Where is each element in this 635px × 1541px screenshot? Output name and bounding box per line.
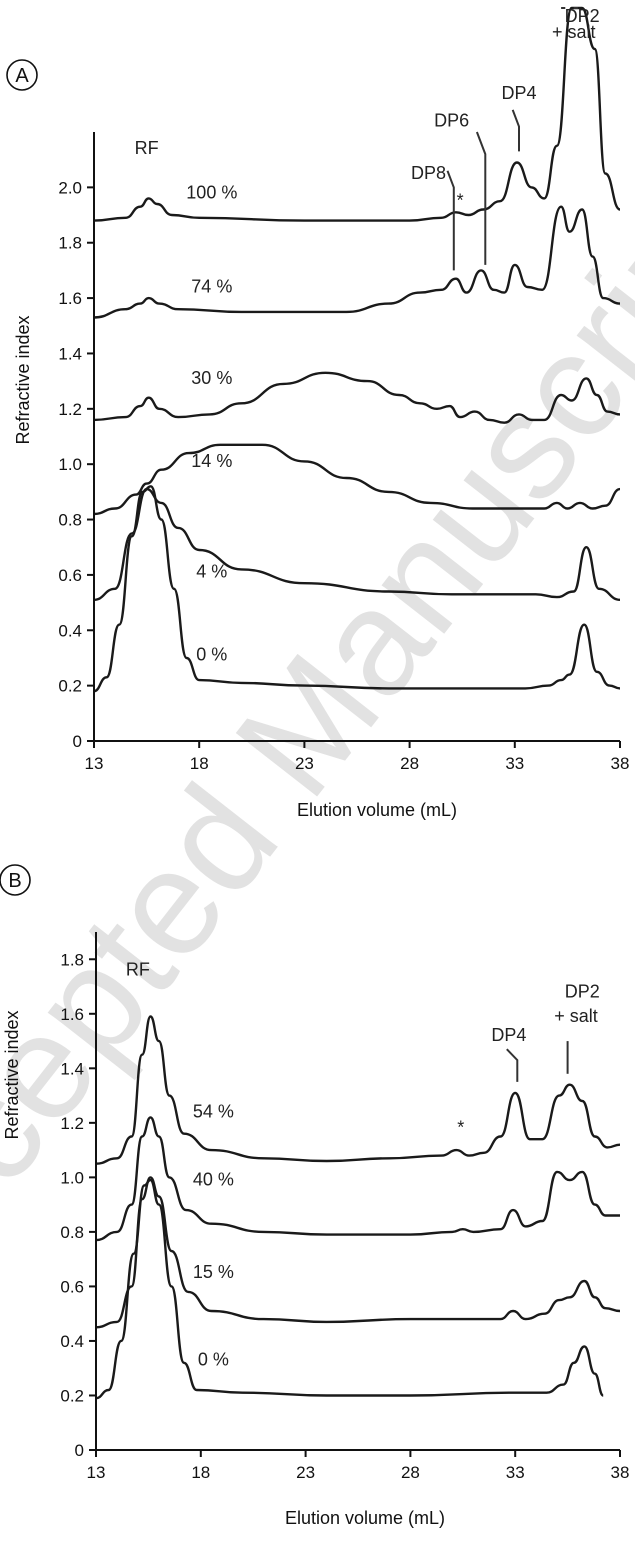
panel-b-y-tick-label: 1.6 bbox=[60, 1005, 84, 1024]
panel-a-annotation: DP2 bbox=[565, 6, 600, 26]
panel-b-y-tick-label: 1.0 bbox=[60, 1168, 84, 1187]
panel-a-x-tick-label: 23 bbox=[295, 754, 314, 773]
panel-b-y-axis-title: Refractive index bbox=[2, 1010, 22, 1139]
panel-a-letter-circle bbox=[6, 59, 38, 91]
panel-b-y-tick-label: 0.8 bbox=[60, 1223, 84, 1242]
panel-b-y-tick-label: 1.4 bbox=[60, 1059, 84, 1078]
panel-a-y-tick-label: 0.4 bbox=[58, 621, 82, 640]
panel-a-y-tick-label: 1.6 bbox=[58, 289, 82, 308]
panel-b-letter: B bbox=[8, 870, 21, 892]
panel-b-trace bbox=[95, 1116, 620, 1242]
panel-b-annotation: RF bbox=[126, 960, 150, 980]
panel-a-y-tick-label: 0 bbox=[73, 732, 82, 751]
panel-a-x-tick-label: 18 bbox=[190, 754, 209, 773]
panel-a-trace bbox=[93, 371, 621, 424]
panel-b-callout-line bbox=[506, 1048, 519, 1082]
panel-a-trace bbox=[93, 485, 621, 693]
panel-a-annotation: + salt bbox=[552, 22, 596, 42]
panel-a-x-axis-title: Elution volume (mL) bbox=[297, 800, 457, 820]
panel-a-y-tick-label: 2.0 bbox=[58, 178, 82, 197]
panel-a-annotation: DP8 bbox=[411, 163, 446, 183]
panel-a-letter: A bbox=[15, 65, 29, 87]
panel-a-x-tick-label: 13 bbox=[85, 754, 104, 773]
panel-a-y-tick-label: 1.8 bbox=[58, 234, 82, 253]
panel-a-y-axis-title: Refractive index bbox=[13, 315, 33, 444]
panel-a-x-tick-label: 28 bbox=[400, 754, 419, 773]
panel-a-series-label: 74 % bbox=[191, 277, 232, 297]
panel-b-x-tick-label: 38 bbox=[611, 1463, 630, 1482]
panel-a-y-tick-label: 0.6 bbox=[58, 566, 82, 585]
panel-b-trace bbox=[95, 1015, 621, 1165]
panel-b-x-tick-label: 13 bbox=[87, 1463, 106, 1482]
panel-a-callout-line bbox=[475, 131, 487, 265]
panel-a-y-tick-label: 1.4 bbox=[58, 344, 82, 363]
panel-a-annotation: DP4 bbox=[502, 83, 537, 103]
panel-a-series-label: 30 % bbox=[191, 368, 232, 388]
panel-b-y-tick-label: 0 bbox=[75, 1441, 84, 1460]
panel-b-series-label: 0 % bbox=[198, 1349, 229, 1369]
panel-a-series-label: 14 % bbox=[191, 451, 232, 471]
panel-a-trace bbox=[93, 6, 621, 222]
panel-a-trace bbox=[93, 443, 621, 516]
panel-a-y-tick-label: 1.2 bbox=[58, 400, 82, 419]
panel-b-letter-circle bbox=[0, 864, 31, 896]
panel-b-x-tick-label: 33 bbox=[506, 1463, 525, 1482]
panel-a-x-tick-label: 38 bbox=[611, 754, 630, 773]
panel-b-y-tick-label: 0.2 bbox=[60, 1386, 84, 1405]
panel-b-y-tick-label: 0.4 bbox=[60, 1332, 84, 1351]
panel-a-series-label: 0 % bbox=[196, 645, 227, 665]
panel-a-series-label: 4 % bbox=[196, 562, 227, 582]
panel-b-annotation: * bbox=[457, 1118, 464, 1138]
panel-a-y-tick-label: 0.8 bbox=[58, 511, 82, 530]
panel-b-trace bbox=[95, 1178, 604, 1400]
panel-a-y-tick-label: 1.0 bbox=[58, 455, 82, 474]
panel-b: B 54 % 40 % 15 % 0 % RF * DP4 DP2 + salt 0 0.2 0.… bbox=[0, 864, 630, 1528]
panel-b-x-tick-label: 28 bbox=[401, 1463, 420, 1482]
panel-a-callout-line bbox=[511, 109, 520, 152]
panel-b-x-tick-label: 23 bbox=[296, 1463, 315, 1482]
panel-b-annotation: DP2 bbox=[565, 981, 600, 1001]
panel-a-annotation: * bbox=[457, 191, 464, 211]
panel-b-series-label: 40 % bbox=[193, 1170, 234, 1190]
panel-b-y-tick-label: 0.6 bbox=[60, 1277, 84, 1296]
panel-b-series-label: 54 % bbox=[193, 1101, 234, 1121]
panel-b-x-axis-title: Elution volume (mL) bbox=[285, 1508, 445, 1528]
panel-a-annotation: RF bbox=[135, 138, 159, 158]
panel-a-series-label: 100 % bbox=[186, 182, 237, 202]
panel-a-trace bbox=[93, 205, 621, 319]
panel-a-x-tick-label: 33 bbox=[505, 754, 524, 773]
panel-a: A 100 % 74 % 30 % 14 % 4 % 0 % RF DP8 * DP6 DP4 DP… bbox=[6, 6, 630, 820]
panel-a-annotation: DP6 bbox=[434, 110, 469, 130]
panel-b-annotation: DP4 bbox=[491, 1025, 526, 1045]
panel-a-y-tick-label: 0.2 bbox=[58, 677, 82, 696]
panel-b-trace bbox=[95, 1176, 621, 1329]
panel-b-y-tick-label: 1.8 bbox=[60, 950, 84, 969]
panel-b-y-tick-label: 1.2 bbox=[60, 1114, 84, 1133]
panel-b-x-tick-label: 18 bbox=[191, 1463, 210, 1482]
panel-b-annotation: + salt bbox=[554, 1006, 598, 1026]
panel-b-series-label: 15 % bbox=[193, 1262, 234, 1282]
panel-a-callout-line bbox=[446, 170, 455, 271]
